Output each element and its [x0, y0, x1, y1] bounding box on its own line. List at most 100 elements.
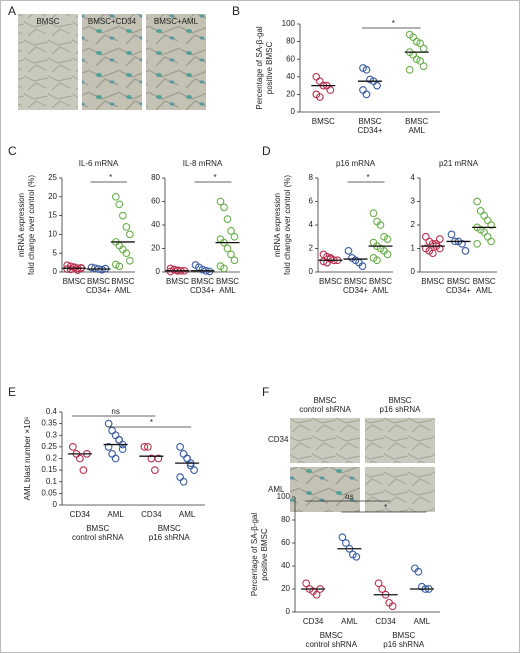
x-tick-label: CD34+ [190, 286, 215, 295]
y-tick-label: 1 [411, 244, 416, 253]
panel-letter: E [8, 385, 16, 399]
data-point [359, 86, 367, 94]
x-tick-label: AML [341, 617, 358, 626]
group-label: control shRNA [305, 640, 357, 649]
y-tick-label: 40 [151, 220, 160, 229]
data-point [230, 232, 239, 241]
data-point [166, 264, 175, 273]
data-point [326, 86, 335, 94]
data-point [352, 552, 361, 561]
y-tick-label: 20 [48, 192, 57, 201]
images-f: BMSC control shRNA BMSC p16 shRNA CD34 A… [268, 396, 435, 512]
y-tick-label: 3 [411, 197, 416, 206]
y-tick-label: 80 [151, 173, 160, 182]
panel-letter: A [8, 4, 16, 18]
data-point [104, 443, 113, 451]
data-point [230, 256, 239, 265]
image-label: BMSC+CD34 [88, 17, 137, 26]
micrograph [365, 467, 435, 512]
data-point [342, 539, 350, 547]
data-point [108, 426, 116, 435]
data-point [315, 77, 324, 86]
y-axis-label: Percentage of SA-β-gal [250, 513, 259, 597]
y-axis-label: mRNA expression [17, 193, 26, 257]
data-point [428, 249, 437, 258]
data-point [326, 255, 335, 263]
data-point [487, 221, 496, 229]
y-tick-label: 100 [277, 492, 291, 501]
data-point [69, 443, 77, 451]
data-point [176, 473, 184, 481]
x-tick-label: BMSC [166, 277, 189, 286]
data-point [216, 197, 225, 206]
y-tick-label: 80 [286, 37, 295, 46]
data-point [373, 81, 381, 90]
image-column: p16 shRNA [380, 405, 422, 414]
y-tick-label: 0.15 [41, 465, 57, 474]
data-point [416, 57, 425, 65]
micrograph [290, 467, 360, 512]
significance: * [109, 173, 112, 182]
data-point [170, 265, 178, 274]
data-point [315, 93, 324, 101]
y-tick-label: 0.4 [46, 407, 58, 416]
y-tick-label: 2 [411, 220, 416, 229]
x-tick-label: CD34+ [343, 286, 368, 295]
data-point [144, 443, 152, 451]
y-axis-label: positive BMSC [265, 42, 274, 95]
significance: * [392, 19, 395, 28]
image-column: control shRNA [299, 405, 351, 414]
image-column: BMSC [313, 396, 336, 405]
data-point [461, 247, 470, 255]
data-point [108, 450, 116, 458]
y-tick-label: 10 [48, 230, 57, 239]
data-point [373, 256, 381, 265]
data-point [369, 209, 378, 218]
data-point [198, 265, 207, 274]
data-point [125, 256, 134, 265]
chart-title: IL-8 mRNA [183, 159, 223, 168]
data-point [223, 244, 232, 253]
significance: * [384, 503, 387, 512]
panel-letter: F [262, 385, 269, 399]
image-row: AML [268, 485, 285, 494]
data-point [362, 90, 371, 99]
significance: * [213, 173, 216, 182]
x-tick-label: AML [372, 286, 389, 295]
data-point [151, 466, 159, 474]
y-tick-label: 0.25 [41, 442, 57, 451]
data-point [302, 579, 310, 588]
data-point [190, 466, 198, 474]
data-point [115, 436, 123, 444]
data-point [223, 215, 232, 223]
y-tick-label: 80 [281, 515, 290, 524]
data-point [416, 39, 425, 48]
y-tick-label: 0 [156, 267, 161, 276]
data-point [176, 443, 184, 451]
y-axis-label: Percentage of SA-β-gal [255, 26, 264, 110]
group-label: control shRNA [72, 533, 124, 542]
data-point [388, 602, 397, 611]
y-tick-label: 0.3 [46, 430, 58, 439]
data-point [419, 62, 428, 71]
data-point [104, 419, 113, 428]
data-point [480, 211, 489, 220]
y-tick-label: 0.2 [46, 454, 58, 463]
y-tick-label: 0 [291, 107, 296, 116]
y-tick-label: 0.1 [46, 477, 58, 486]
y-tick-label: 0 [53, 500, 58, 509]
data-point [111, 192, 120, 201]
data-point [362, 65, 371, 74]
group-label: BMSC [392, 631, 415, 640]
y-tick-label: 20 [286, 90, 295, 99]
data-point [376, 221, 385, 229]
data-point [186, 461, 195, 470]
y-tick-label: 40 [281, 561, 290, 570]
data-point [111, 431, 120, 440]
x-tick-label: AML [414, 617, 431, 626]
x-tick-label: BMSC [216, 277, 239, 286]
y-tick-label: 25 [48, 173, 57, 182]
y-tick-label: 60 [286, 54, 295, 63]
significance: * [150, 418, 153, 427]
y-axis-label: fold change over control (%) [27, 175, 36, 275]
